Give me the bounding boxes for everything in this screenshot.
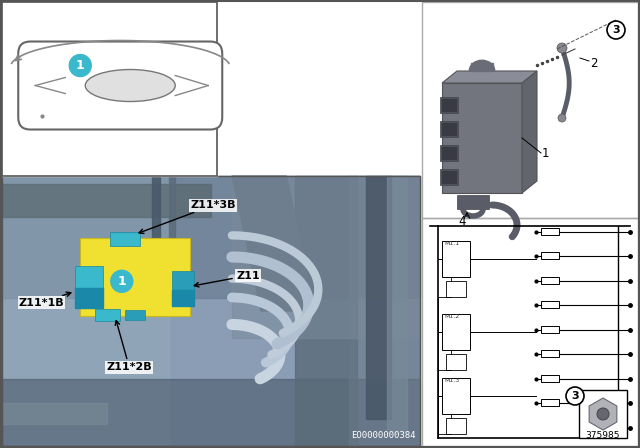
Bar <box>442 123 456 135</box>
Bar <box>541 326 559 333</box>
Text: 2: 2 <box>590 56 598 69</box>
Circle shape <box>566 387 584 405</box>
Bar <box>2 176 169 446</box>
Text: M1.3: M1.3 <box>444 378 460 383</box>
Bar <box>457 195 489 209</box>
Polygon shape <box>589 398 617 430</box>
Bar <box>541 277 559 284</box>
Polygon shape <box>522 71 537 193</box>
Bar <box>541 350 559 358</box>
Text: 1: 1 <box>542 146 550 159</box>
Bar <box>2 2 217 176</box>
Bar <box>2 2 217 176</box>
Text: Z11*3B: Z11*3B <box>139 200 236 233</box>
Bar <box>172 271 194 306</box>
Bar <box>75 267 103 308</box>
Bar <box>349 176 420 446</box>
Bar <box>95 310 120 321</box>
Bar <box>152 176 161 297</box>
Bar <box>125 310 145 320</box>
Bar <box>442 171 456 183</box>
Text: 1: 1 <box>117 275 126 288</box>
Text: 375985: 375985 <box>586 431 620 440</box>
Circle shape <box>607 21 625 39</box>
Bar <box>440 169 458 185</box>
Bar <box>422 218 638 446</box>
Text: M1.2: M1.2 <box>444 314 460 319</box>
Bar <box>442 83 522 193</box>
Bar <box>110 233 140 246</box>
Bar <box>442 241 470 277</box>
Bar <box>442 99 456 111</box>
Bar <box>440 121 458 137</box>
Bar <box>440 97 458 113</box>
Text: M1.1: M1.1 <box>444 241 459 246</box>
Bar <box>422 2 638 218</box>
Bar <box>541 302 559 308</box>
Text: Z11*2B: Z11*2B <box>106 321 152 372</box>
Text: 4: 4 <box>458 215 466 228</box>
Bar <box>541 375 559 382</box>
Circle shape <box>597 408 609 420</box>
Bar <box>442 314 470 350</box>
Text: EO0000000384: EO0000000384 <box>351 431 416 440</box>
Bar <box>442 378 470 414</box>
Text: Z11*1B: Z11*1B <box>19 292 71 308</box>
Bar <box>446 281 466 297</box>
Bar <box>172 290 194 306</box>
Text: 3: 3 <box>571 391 579 401</box>
Bar <box>80 238 190 316</box>
Bar <box>387 176 408 432</box>
Bar <box>446 418 466 434</box>
Bar <box>541 399 559 406</box>
Bar <box>541 228 559 235</box>
Circle shape <box>557 43 567 53</box>
Bar <box>422 218 638 446</box>
Text: 3: 3 <box>612 25 620 35</box>
Polygon shape <box>442 71 537 83</box>
Bar <box>2 176 420 446</box>
Polygon shape <box>232 176 316 311</box>
Circle shape <box>558 114 566 122</box>
Bar <box>541 253 559 259</box>
Bar <box>446 354 466 370</box>
Text: Z11: Z11 <box>195 271 260 287</box>
Ellipse shape <box>85 69 175 102</box>
Bar <box>2 184 211 216</box>
Bar <box>169 176 175 284</box>
FancyBboxPatch shape <box>19 42 222 129</box>
Bar <box>294 176 357 446</box>
Bar <box>442 147 456 159</box>
Bar <box>471 63 493 71</box>
Bar <box>2 403 106 424</box>
Bar <box>232 176 420 338</box>
Bar <box>2 176 420 446</box>
Circle shape <box>69 55 92 77</box>
Bar <box>2 379 420 446</box>
Bar <box>75 289 103 308</box>
Bar <box>440 145 458 161</box>
Bar <box>2 176 420 297</box>
Circle shape <box>111 270 133 292</box>
Bar <box>422 2 638 218</box>
FancyBboxPatch shape <box>579 390 627 438</box>
Text: 1: 1 <box>76 59 84 72</box>
Bar <box>365 176 391 419</box>
